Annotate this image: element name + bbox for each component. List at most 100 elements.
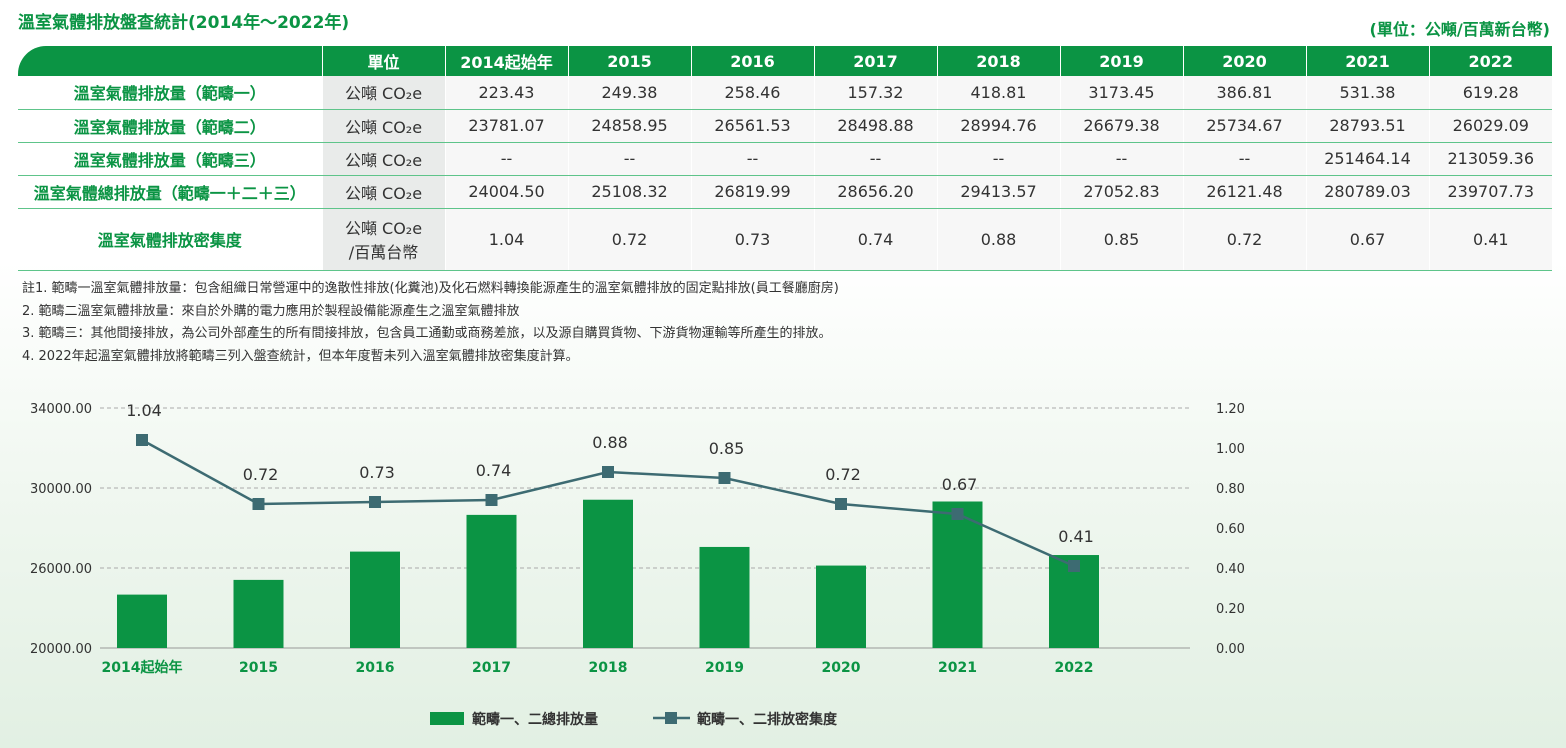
unit-note: (單位：公噸/百萬新台幣) (1369, 20, 1550, 39)
legend-bar-swatch (430, 712, 464, 725)
footnote: 2. 範疇二溫室氣體排放量：來自於外購的電力應用於製程設備能源產生之溫室氣體排放 (22, 303, 520, 319)
line-point (602, 466, 614, 478)
line-point (718, 472, 731, 484)
value-cell: 280789.03 (1305, 175, 1429, 209)
data-label: 0.85 (709, 439, 745, 458)
row-label: 溫室氣體總排放量（範疇一＋二＋三） (18, 175, 322, 209)
bar (699, 546, 750, 648)
table-row: 溫室氣體排放量（範疇三） 公噸 CO₂e -- -- -- -- -- -- -- 251464.… (18, 142, 1552, 176)
table-row: 溫室氣體排放量（範疇二） 公噸 CO₂e 23781.07 24858.95 26561… (18, 109, 1552, 143)
column-header: 2022 (1428, 46, 1552, 76)
value-cell: 26121.48 (1182, 175, 1306, 209)
column-header (18, 46, 322, 76)
bar (117, 594, 167, 648)
right-tick-label: 1.00 (1216, 442, 1245, 457)
value-cell: 223.43 (444, 76, 568, 110)
x-tick-label: 2015 (239, 660, 278, 676)
footnote: 4. 2022年起溫室氣體排放將範疇三列入盤查統計，但本年度暫未列入溫室氣體排放… (22, 348, 579, 364)
column-header: 2018 (936, 46, 1060, 76)
value-cell: -- (567, 142, 691, 176)
legend-line-marker (665, 712, 677, 724)
value-cell: 26679.38 (1059, 109, 1183, 143)
value-cell: 213059.36 (1428, 142, 1552, 176)
right-tick-label: 1.20 (1216, 402, 1245, 417)
row-label: 溫室氣體排放量（範疇一） (18, 76, 322, 110)
bar (466, 514, 517, 648)
value-cell: 26029.09 (1428, 109, 1552, 143)
x-tick-label: 2018 (589, 660, 628, 676)
x-tick-label: 2019 (705, 660, 744, 676)
value-cell: 24858.95 (567, 109, 691, 143)
bar (233, 579, 284, 648)
value-cell: 0.41 (1428, 208, 1552, 271)
value-cell: 25108.32 (567, 175, 691, 209)
value-cell: -- (813, 142, 937, 176)
bar (816, 565, 866, 648)
value-cell: 531.38 (1305, 76, 1429, 110)
value-cell: 29413.57 (936, 175, 1060, 209)
value-cell: -- (690, 142, 814, 176)
value-cell: 0.88 (936, 208, 1060, 271)
unit-text-2: /百萬台幣 (348, 243, 419, 262)
data-label: 0.41 (1058, 527, 1094, 546)
data-label: 0.67 (942, 475, 978, 494)
line-point (951, 508, 964, 520)
value-cell: 23781.07 (444, 109, 568, 143)
line-point (835, 498, 847, 510)
line-point (136, 434, 148, 446)
value-cell: 24004.50 (444, 175, 568, 209)
right-tick-label: 0.60 (1216, 522, 1245, 537)
value-cell: 26561.53 (690, 109, 814, 143)
value-cell: -- (936, 142, 1060, 176)
data-label: 1.04 (126, 401, 162, 420)
right-tick-label: 0.20 (1216, 602, 1245, 617)
value-cell: 27052.83 (1059, 175, 1183, 209)
x-tick-label: 2020 (822, 660, 861, 676)
footnote: 3. 範疇三：其他間接排放，為公司外部產生的所有間接排放，包含員工通勤或商務差旅… (22, 326, 832, 341)
unit-text: 公噸 CO₂e (344, 84, 423, 104)
legend-line-label: 範疇一、二排放密集度 (697, 711, 838, 728)
value-cell: 0.72 (567, 208, 691, 271)
table-row: 溫室氣體排放量（範疇一） 公噸 CO₂e 223.43 249.38 258.46 157… (18, 76, 1552, 110)
value-cell: 249.38 (567, 76, 691, 110)
value-cell: 619.28 (1428, 76, 1552, 110)
value-cell: 0.72 (1182, 208, 1306, 271)
row-label: 溫室氣體排放密集度 (18, 208, 322, 271)
footnote: 註1. 範疇一溫室氣體排放量：包含組織日常營運中的逸散性排放(化糞池)及化石燃料… (22, 281, 839, 296)
column-header: 2020 (1182, 46, 1306, 76)
unit-text: 公噸 CO₂e (344, 117, 423, 137)
unit-cell: 公噸 CO₂e (321, 109, 445, 143)
column-header: 2014起始年 (444, 46, 568, 76)
data-label: 0.72 (825, 465, 861, 484)
value-cell: 239707.73 (1428, 175, 1552, 209)
right-tick-label: 0.80 (1216, 482, 1245, 497)
value-cell: 28498.88 (813, 109, 937, 143)
bar (932, 501, 983, 648)
value-cell: 0.74 (813, 208, 937, 271)
x-tick-label: 2021 (938, 660, 977, 676)
value-cell: 0.67 (1305, 208, 1429, 271)
data-label: 0.72 (243, 465, 279, 484)
row-label: 溫室氣體排放量（範疇三） (18, 142, 322, 176)
value-cell: 3173.45 (1059, 76, 1183, 110)
value-cell: 386.81 (1182, 76, 1306, 110)
value-cell: -- (1182, 142, 1306, 176)
column-header: 2021 (1305, 46, 1429, 76)
line-point (369, 496, 381, 508)
value-cell: 258.46 (690, 76, 814, 110)
x-tick-label: 2016 (356, 660, 395, 676)
table-row: 溫室氣體總排放量（範疇一＋二＋三） 公噸 CO₂e 24004.50 25108.32… (18, 175, 1552, 209)
left-tick-label: 26000.00 (30, 562, 92, 577)
unit-cell: 公噸 CO₂e (321, 175, 445, 209)
unit-text: 公噸 CO₂e (344, 183, 423, 203)
legend-bar-label: 範疇一、二總排放量 (472, 711, 598, 728)
left-tick-label: 20000.00 (30, 642, 92, 657)
unit-text: 公噸 CO₂e (344, 219, 423, 238)
unit-cell: 公噸 CO₂e/百萬台幣 (321, 208, 445, 271)
column-header: 2015 (567, 46, 691, 76)
value-cell: 25734.67 (1182, 109, 1306, 143)
row-label: 溫室氣體排放量（範疇二） (18, 109, 322, 143)
value-cell: 28793.51 (1305, 109, 1429, 143)
value-cell: 251464.14 (1305, 142, 1429, 176)
